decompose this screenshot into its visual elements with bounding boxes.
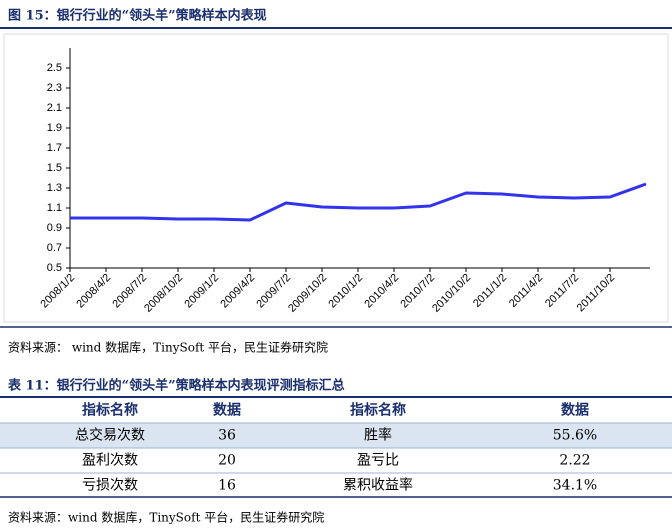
table-header: 指标名称 xyxy=(350,402,406,419)
table-header: 数据 xyxy=(561,402,589,419)
x-tick-label: 2011/1/2 xyxy=(471,272,509,310)
table-cell: 盈利次数 xyxy=(82,453,138,469)
table-cell: 20 xyxy=(218,453,236,469)
table-cell: 累积收益率 xyxy=(343,477,413,494)
table-cell: 16 xyxy=(218,478,236,494)
x-tick-label: 2008/1/2 xyxy=(38,272,77,311)
y-tick-label: 1.3 xyxy=(47,182,62,194)
y-tick-label: 2.1 xyxy=(47,102,62,114)
table-cell: 亏损次数 xyxy=(82,478,138,494)
x-tick-label: 2009/1/2 xyxy=(182,272,221,311)
data-line xyxy=(70,182,647,222)
x-tick-label: 2010/1/2 xyxy=(326,272,365,311)
table-cell: 55.6% xyxy=(553,428,597,444)
figure-source: 资料来源： wind 数据库，TinySoft 平台，民生证券研究院 xyxy=(8,340,328,355)
y-tick-label: 1.5 xyxy=(47,162,62,174)
y-tick-label: 1.7 xyxy=(47,142,62,154)
table-title: 表 11：银行行业的“领头羊”策略样本内表现评测指标汇总 xyxy=(7,378,345,394)
table-cell: 34.1% xyxy=(553,478,597,494)
x-tick-label: 2008/10/2 xyxy=(142,272,185,315)
table-header: 指标名称 xyxy=(82,402,138,419)
table-cell: 36 xyxy=(218,428,236,444)
y-tick-label: 2.3 xyxy=(47,82,62,94)
figure-title: 图 15：银行行业的“领头羊”策略样本内表现 xyxy=(8,8,267,24)
y-tick-label: 0.5 xyxy=(47,262,62,274)
table-source: 资料来源：wind 数据库，TinySoft 平台，民生证券研究院 xyxy=(8,510,324,525)
table-cell: 总交易次数 xyxy=(75,427,145,444)
row-band xyxy=(0,423,672,448)
table-cell: 胜率 xyxy=(364,427,392,444)
x-tick-label: 2009/4/2 xyxy=(218,272,257,311)
x-tick-label: 2008/4/2 xyxy=(74,272,113,311)
y-tick-label: 2.5 xyxy=(47,62,62,74)
table-cell: 盈亏比 xyxy=(357,453,399,469)
table-header: 数据 xyxy=(213,402,241,419)
x-tick-label: 2011/4/2 xyxy=(507,272,545,310)
x-tick-label: 2009/10/2 xyxy=(286,272,329,315)
x-tick-label: 2010/4/2 xyxy=(362,272,401,311)
y-tick-label: 1.9 xyxy=(47,122,62,134)
y-tick-label: 0.9 xyxy=(47,222,62,234)
y-tick-label: 1.1 xyxy=(47,202,62,214)
y-tick-label: 0.7 xyxy=(47,242,62,254)
chart-frame xyxy=(3,33,669,323)
table-cell: 2.22 xyxy=(559,453,590,469)
x-tick-label: 2011/10/2 xyxy=(575,272,618,315)
x-tick-label: 2010/10/2 xyxy=(430,272,473,315)
